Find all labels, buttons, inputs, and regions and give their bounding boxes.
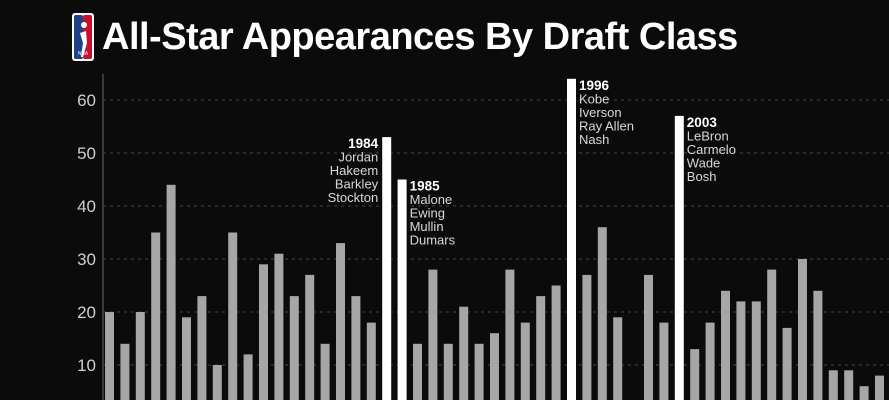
bar xyxy=(166,184,176,400)
bar xyxy=(151,232,161,400)
y-tick-label: 20 xyxy=(77,303,96,322)
bar-highlighted xyxy=(567,78,576,400)
bar-highlighted xyxy=(397,179,407,400)
annotation-player-name: Iverson xyxy=(579,105,622,120)
bar xyxy=(413,343,422,400)
annotation-year: 2003 xyxy=(687,115,718,130)
bar xyxy=(259,264,268,400)
annotation-player-name: Carmelo xyxy=(687,142,736,157)
bar xyxy=(767,269,777,400)
bar xyxy=(443,343,453,400)
bar xyxy=(782,327,792,400)
bar xyxy=(490,333,499,400)
bar xyxy=(228,232,238,400)
bar xyxy=(813,290,823,400)
bar xyxy=(366,322,376,400)
annotation-player-name: Barkley xyxy=(335,177,379,192)
bar xyxy=(459,306,469,400)
annotation-player-name: Jordan xyxy=(338,150,378,165)
bar xyxy=(705,322,715,400)
bar xyxy=(212,365,222,400)
bar xyxy=(875,375,884,400)
bar xyxy=(828,370,838,400)
annotation-player-name: Stockton xyxy=(328,190,379,205)
annotation-player-name: Dumars xyxy=(410,233,456,248)
y-tick-label: 40 xyxy=(77,197,96,216)
bar xyxy=(751,301,761,400)
bar xyxy=(690,349,700,400)
bar xyxy=(197,296,207,400)
annotation-player-name: Bosh xyxy=(687,169,717,184)
bar xyxy=(597,227,607,400)
annotation-player-name: LeBron xyxy=(687,128,729,143)
bar xyxy=(844,370,854,400)
bar xyxy=(320,343,330,400)
bar xyxy=(659,322,669,400)
bar xyxy=(336,243,345,400)
bar xyxy=(798,259,807,400)
bar xyxy=(551,285,561,400)
bar xyxy=(721,290,730,400)
chart-title: All-Star Appearances By Draft Class xyxy=(102,16,738,58)
bar xyxy=(243,354,253,400)
annotation-year: 1985 xyxy=(410,179,441,194)
bar xyxy=(859,386,869,400)
annotation-year: 1996 xyxy=(579,78,610,93)
annotation-player-name: Ewing xyxy=(410,206,445,221)
bar xyxy=(120,343,130,400)
chart-header: NBA All-Star Appearances By Draft Class xyxy=(72,12,738,62)
bar xyxy=(428,269,438,400)
annotation-player-name: Mullin xyxy=(410,219,444,234)
bar xyxy=(305,274,315,400)
bar-highlighted xyxy=(674,115,684,400)
bar xyxy=(582,274,592,400)
bar-highlighted xyxy=(382,137,392,400)
annotation-player-name: Hakeem xyxy=(330,163,378,178)
bar xyxy=(520,322,530,400)
annotation-player-name: Malone xyxy=(410,192,453,207)
y-tick-label: 30 xyxy=(77,250,96,269)
bar xyxy=(536,296,546,400)
annotation-player-name: Kobe xyxy=(579,91,609,106)
bar xyxy=(182,317,191,400)
bar xyxy=(644,274,653,400)
bar xyxy=(474,343,484,400)
y-tick-label: 60 xyxy=(77,91,96,110)
bar xyxy=(505,269,515,400)
annotation-player-name: Wade xyxy=(687,155,720,170)
bar xyxy=(274,253,284,400)
nba-logo-icon: NBA xyxy=(72,13,94,61)
annotation-year: 1984 xyxy=(348,136,379,151)
bar xyxy=(289,296,299,400)
bar xyxy=(351,296,361,400)
bar xyxy=(135,312,145,400)
y-tick-label: 50 xyxy=(77,144,96,163)
bar xyxy=(105,312,114,400)
bar xyxy=(736,301,746,400)
y-tick-label: 10 xyxy=(77,356,96,375)
annotation-player-name: Ray Allen xyxy=(579,118,634,133)
annotation-player-name: Nash xyxy=(579,132,609,147)
bar xyxy=(613,317,623,400)
svg-text:NBA: NBA xyxy=(78,51,89,57)
